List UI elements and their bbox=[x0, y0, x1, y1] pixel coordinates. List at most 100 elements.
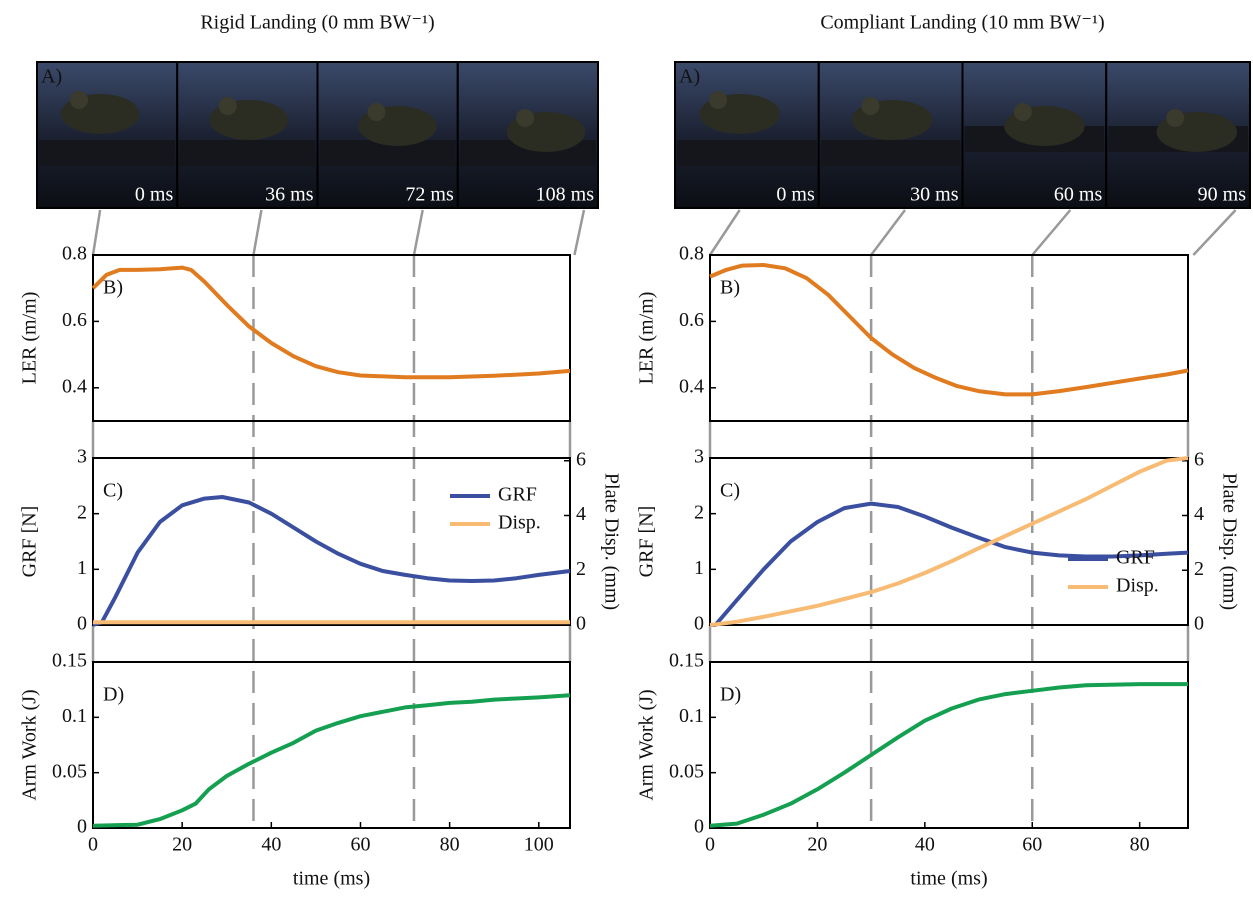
connector bbox=[91, 209, 102, 256]
connector bbox=[252, 209, 263, 256]
platform bbox=[179, 140, 316, 166]
frame-time: 60 ms bbox=[1054, 184, 1103, 206]
platform bbox=[39, 140, 176, 166]
y-tick-label: 0.4 bbox=[62, 375, 87, 397]
data-line bbox=[91, 265, 571, 380]
y2-tick-label: 6 bbox=[1194, 448, 1204, 470]
toad-eye bbox=[367, 103, 386, 121]
data-line bbox=[92, 693, 571, 828]
y-tick-label: 0.6 bbox=[62, 309, 87, 331]
y2-tick-label: 6 bbox=[576, 448, 586, 470]
y-tick-label: 0.15 bbox=[52, 650, 87, 672]
y-tick-label: 0 bbox=[77, 816, 87, 838]
y2-tick-label: 0 bbox=[1194, 613, 1204, 635]
plot-area bbox=[92, 457, 571, 626]
photo-label: A) bbox=[41, 66, 62, 88]
y2-axis-label: Plate Disp. (mm) bbox=[1218, 473, 1240, 610]
x-tick-label: 100 bbox=[524, 834, 554, 856]
y2-axis-label: Plate Disp. (mm) bbox=[600, 473, 622, 610]
y-tick-label: 2 bbox=[77, 501, 87, 523]
y-tick-label: 0.15 bbox=[669, 650, 704, 672]
y-tick-label: 0.05 bbox=[669, 760, 704, 782]
y2-tick-label: 2 bbox=[576, 558, 586, 580]
connector bbox=[573, 209, 586, 256]
x-tick-label: 20 bbox=[172, 834, 192, 856]
toad-eye bbox=[861, 97, 880, 115]
y2-tick-label: 2 bbox=[1194, 558, 1204, 580]
data-line bbox=[709, 682, 1188, 828]
x-tick-label: 80 bbox=[1130, 834, 1150, 856]
connector bbox=[1192, 209, 1237, 256]
y2-tick-label: 0 bbox=[576, 613, 586, 635]
y-tick-label: 0.4 bbox=[679, 375, 704, 397]
photo-frame bbox=[36, 61, 179, 209]
y-tick-label: 1 bbox=[694, 557, 704, 579]
panel-label: B) bbox=[103, 277, 123, 299]
y-tick-label: 0 bbox=[77, 613, 87, 635]
plot-area bbox=[709, 661, 1189, 829]
frame-time: 90 ms bbox=[1198, 184, 1247, 206]
photo-frame bbox=[674, 61, 820, 209]
column-title: Rigid Landing (0 mm BW⁻¹) bbox=[200, 12, 434, 34]
plot-area bbox=[92, 661, 571, 829]
y-tick-label: 0 bbox=[694, 816, 704, 838]
plot-area bbox=[709, 457, 1189, 626]
x-tick-label: 40 bbox=[261, 834, 281, 856]
y-axis-label: Arm Work (J) bbox=[19, 689, 41, 800]
y-tick-label: 0.8 bbox=[679, 243, 704, 265]
x-tick-label: 60 bbox=[350, 834, 370, 856]
photo-frame bbox=[176, 61, 319, 209]
data-line bbox=[709, 456, 1189, 627]
toad-eye bbox=[70, 91, 89, 109]
y-tick-label: 0 bbox=[694, 613, 704, 635]
y-tick-label: 0.6 bbox=[679, 309, 704, 331]
y-tick-label: 0.1 bbox=[679, 705, 704, 727]
data-line bbox=[710, 501, 1189, 627]
platform bbox=[677, 140, 817, 166]
connector bbox=[412, 209, 424, 256]
panel-label: D) bbox=[720, 684, 741, 706]
y-tick-label: 2 bbox=[694, 501, 704, 523]
frame-time: 108 ms bbox=[536, 184, 595, 206]
y2-tick-label: 4 bbox=[576, 503, 586, 525]
toad-eye bbox=[516, 109, 535, 127]
toad-eye bbox=[709, 91, 728, 109]
toad-eye bbox=[218, 97, 237, 115]
y2-tick-label: 4 bbox=[1194, 503, 1204, 525]
frame-time: 36 ms bbox=[265, 184, 314, 206]
x-tick-label: 20 bbox=[807, 834, 827, 856]
panel-label: B) bbox=[720, 277, 740, 299]
connector bbox=[1031, 209, 1072, 256]
frame-time: 0 ms bbox=[135, 184, 174, 206]
platform bbox=[820, 140, 961, 166]
photo-label: A) bbox=[679, 66, 700, 88]
y-axis-label: LER (m/m) bbox=[19, 292, 41, 385]
frame-time: 0 ms bbox=[776, 184, 815, 206]
x-tick-label: 60 bbox=[1022, 834, 1042, 856]
x-tick-label: 0 bbox=[88, 834, 98, 856]
y-axis-label: GRF [N] bbox=[636, 506, 658, 578]
data-line bbox=[92, 495, 571, 627]
x-tick-label: 40 bbox=[915, 834, 935, 856]
y-axis-label: LER (m/m) bbox=[636, 292, 658, 385]
toad-eye bbox=[1166, 109, 1185, 127]
legend-label: GRF bbox=[1116, 547, 1155, 569]
y-tick-label: 1 bbox=[77, 557, 87, 579]
panel-label: C) bbox=[720, 480, 740, 502]
panel-label: D) bbox=[103, 684, 124, 706]
column-title: Compliant Landing (10 mm BW⁻¹) bbox=[820, 12, 1104, 34]
y-tick-label: 3 bbox=[694, 446, 704, 468]
data-line bbox=[709, 263, 1189, 397]
y-tick-label: 0.1 bbox=[62, 705, 87, 727]
legend-label: Disp. bbox=[498, 512, 541, 534]
y-tick-label: 3 bbox=[77, 446, 87, 468]
x-axis-label: time (ms) bbox=[910, 868, 987, 890]
toad-eye bbox=[1013, 103, 1032, 121]
y-axis-label: Arm Work (J) bbox=[636, 689, 658, 800]
plot-area bbox=[709, 254, 1189, 422]
x-tick-label: 0 bbox=[705, 834, 715, 856]
panel-label: C) bbox=[103, 480, 123, 502]
x-tick-label: 80 bbox=[440, 834, 460, 856]
frame-time: 72 ms bbox=[405, 184, 454, 206]
